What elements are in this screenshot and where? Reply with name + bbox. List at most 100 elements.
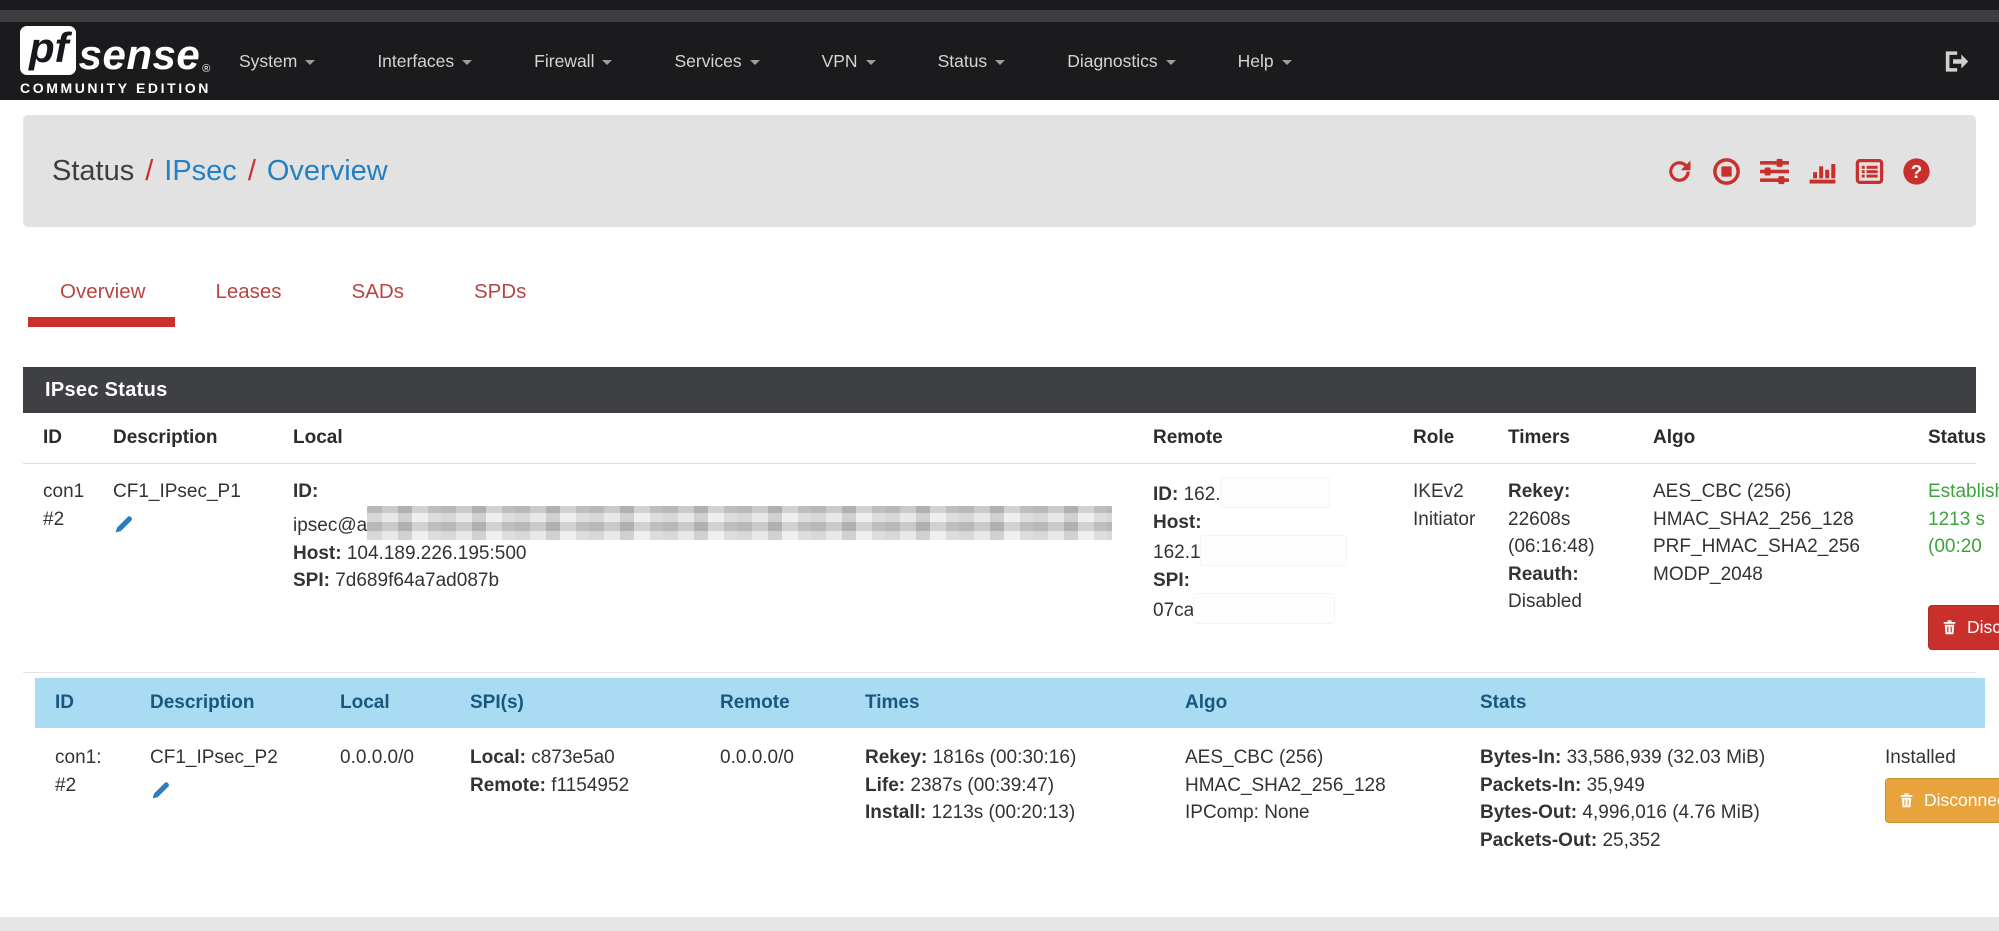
- col-header-status: Status: [1908, 413, 1986, 464]
- child-sa-table: ID Description Local SPI(s) Remote Times…: [35, 678, 1999, 872]
- redaction-block: [1194, 594, 1335, 623]
- table-row: con1 #2 CF1_IPsec_P1 ID: ipsec@a Host: 1…: [23, 463, 1999, 673]
- cell-timers: Rekey: 22608s (06:16:48) Reauth: Disable…: [1488, 463, 1633, 673]
- ike-header-row: ID Description Local Remote Role Timers …: [23, 413, 1986, 464]
- menu-item-system[interactable]: System: [239, 51, 316, 72]
- sliders-icon[interactable]: [1758, 155, 1791, 188]
- chevron-down-icon: [1165, 60, 1176, 65]
- cell-id: con1 #2: [23, 463, 93, 673]
- logo-pf-box: pf: [20, 26, 76, 75]
- cell-description: CF1_IPsec_P1: [93, 463, 273, 673]
- breadcrumb-separator: /: [145, 154, 154, 187]
- tab-sads[interactable]: SADs: [351, 280, 404, 303]
- menu-item-diagnostics[interactable]: Diagnostics: [1067, 51, 1176, 72]
- edit-pencil-icon[interactable]: [150, 779, 172, 810]
- col-header-description: Description: [93, 413, 273, 464]
- cell-status: Established 1213 s (00:20 Disconnect: [1908, 463, 1999, 673]
- col-header-local: Local: [273, 413, 1133, 464]
- table-row: con1: #2 CF1_IPsec_P2 0.0.0.0/0 Local: c…: [35, 728, 1999, 872]
- menu-item-services[interactable]: Services: [674, 51, 760, 72]
- status-text: Installed: [1885, 747, 1956, 768]
- disconnect-button[interactable]: Disconnect: [1928, 604, 1999, 650]
- chevron-down-icon: [305, 60, 316, 65]
- cell-role: IKEv2 Initiator: [1393, 463, 1488, 673]
- breadcrumb: Status / IPsec / Overview: [52, 155, 388, 188]
- cell-description: CF1_IPsec_P2: [130, 728, 320, 872]
- cell-remote: ID: 162. Host: 162.1 SPI: 07ca: [1133, 463, 1393, 673]
- tab-spds[interactable]: SPDs: [473, 280, 527, 303]
- breadcrumb-bar: Status / IPsec / Overview ?: [23, 115, 1976, 227]
- col-header-local: Local: [320, 678, 450, 728]
- status-text: Established 1213 s (00:20: [1928, 481, 1999, 557]
- breadcrumb-link-ipsec[interactable]: IPsec: [164, 154, 237, 187]
- col-header-actions: [1865, 678, 1985, 728]
- logo-registered-mark: ®: [202, 62, 211, 75]
- main-menu: System Interfaces Firewall Services VPN …: [239, 51, 1354, 72]
- breadcrumb-separator: /: [247, 154, 256, 187]
- cell-spis: Local: c873e5a0 Remote: f1154952: [470, 747, 630, 796]
- logo-sense-text: sense: [78, 31, 201, 78]
- edit-pencil-icon[interactable]: [113, 513, 135, 544]
- cell-stats: Bytes-In: 33,586,939 (32.03 MiB) Packets…: [1480, 747, 1766, 851]
- ipsec-status-panel: IPsec Status ID Description Local Remote…: [23, 367, 1999, 872]
- chevron-down-icon: [1281, 60, 1292, 65]
- cell-status: Installed Disconnect: [1865, 728, 1999, 872]
- col-header-spis: SPI(s): [450, 678, 700, 728]
- cell-times: Rekey: 1816s (00:30:16) Life: 2387s (00:…: [865, 747, 1077, 823]
- menu-item-interfaces[interactable]: Interfaces: [377, 51, 473, 72]
- trash-icon: [1900, 793, 1913, 807]
- tab-leases[interactable]: Leases: [215, 280, 282, 303]
- col-header-remote: Remote: [1133, 413, 1393, 464]
- chevron-down-icon: [602, 60, 613, 65]
- chevron-down-icon: [995, 60, 1006, 65]
- col-header-algo: Algo: [1633, 413, 1908, 464]
- menu-item-status[interactable]: Status: [938, 51, 1006, 72]
- help-icon[interactable]: ?: [1901, 156, 1932, 187]
- cell-id: con1: #2: [55, 747, 102, 796]
- breadcrumb-section: Status: [52, 154, 135, 187]
- tab-overview[interactable]: Overview: [27, 280, 177, 327]
- col-header-timers: Timers: [1488, 413, 1633, 464]
- ike-sa-table: ID Description Local Remote Role Timers …: [23, 413, 1999, 673]
- cell-algo: AES_CBC (256) HMAC_SHA2_256_128 IPComp: …: [1185, 747, 1386, 823]
- col-header-id: ID: [23, 413, 93, 464]
- page-toolbar: ?: [1664, 155, 1932, 188]
- stop-icon[interactable]: [1711, 156, 1742, 187]
- nav-top-strip: [0, 10, 1999, 22]
- subnav-tabs: Overview Leases SADs SPDs: [27, 280, 1999, 327]
- sign-out-icon[interactable]: [1942, 48, 1969, 75]
- cell-local: ID: ipsec@a Host: 104.189.226.195:500 SP…: [273, 463, 1133, 673]
- col-header-description: Description: [130, 678, 320, 728]
- list-view-icon[interactable]: [1854, 156, 1885, 187]
- col-header-role: Role: [1393, 413, 1488, 464]
- trash-icon: [1943, 620, 1956, 634]
- col-header-times: Times: [845, 678, 1165, 728]
- redaction-mosaic: [367, 505, 1113, 540]
- menu-item-vpn[interactable]: VPN: [822, 51, 876, 72]
- child-header-row: ID Description Local SPI(s) Remote Times…: [35, 678, 1985, 728]
- top-nav: pf sense ® COMMUNITY EDITION System Inte…: [0, 0, 1999, 100]
- breadcrumb-link-overview[interactable]: Overview: [266, 154, 388, 187]
- redaction-block: [1200, 536, 1346, 565]
- bar-chart-icon[interactable]: [1807, 156, 1838, 187]
- col-header-id: ID: [35, 678, 130, 728]
- col-header-stats: Stats: [1460, 678, 1865, 728]
- cell-algo: AES_CBC (256) HMAC_SHA2_256_128 PRF_HMAC…: [1633, 463, 1908, 673]
- chevron-down-icon: [749, 60, 760, 65]
- svg-text:?: ?: [1911, 160, 1922, 181]
- col-header-remote: Remote: [700, 678, 845, 728]
- disconnect-button[interactable]: Disconnect: [1885, 777, 1999, 823]
- redaction-block: [1220, 478, 1329, 507]
- refresh-icon[interactable]: [1664, 156, 1695, 187]
- chevron-down-icon: [865, 60, 876, 65]
- menu-item-firewall[interactable]: Firewall: [534, 51, 613, 72]
- logo-edition-text: COMMUNITY EDITION: [20, 79, 211, 96]
- panel-title: IPsec Status: [23, 367, 1976, 413]
- cell-local: 0.0.0.0/0: [340, 747, 414, 768]
- col-header-algo: Algo: [1165, 678, 1460, 728]
- pfsense-logo[interactable]: pf sense ® COMMUNITY EDITION: [20, 26, 211, 96]
- cell-remote: 0.0.0.0/0: [720, 747, 794, 768]
- menu-item-help[interactable]: Help: [1238, 51, 1292, 72]
- chevron-down-icon: [462, 60, 473, 65]
- page-footer-strip: [0, 917, 1999, 931]
